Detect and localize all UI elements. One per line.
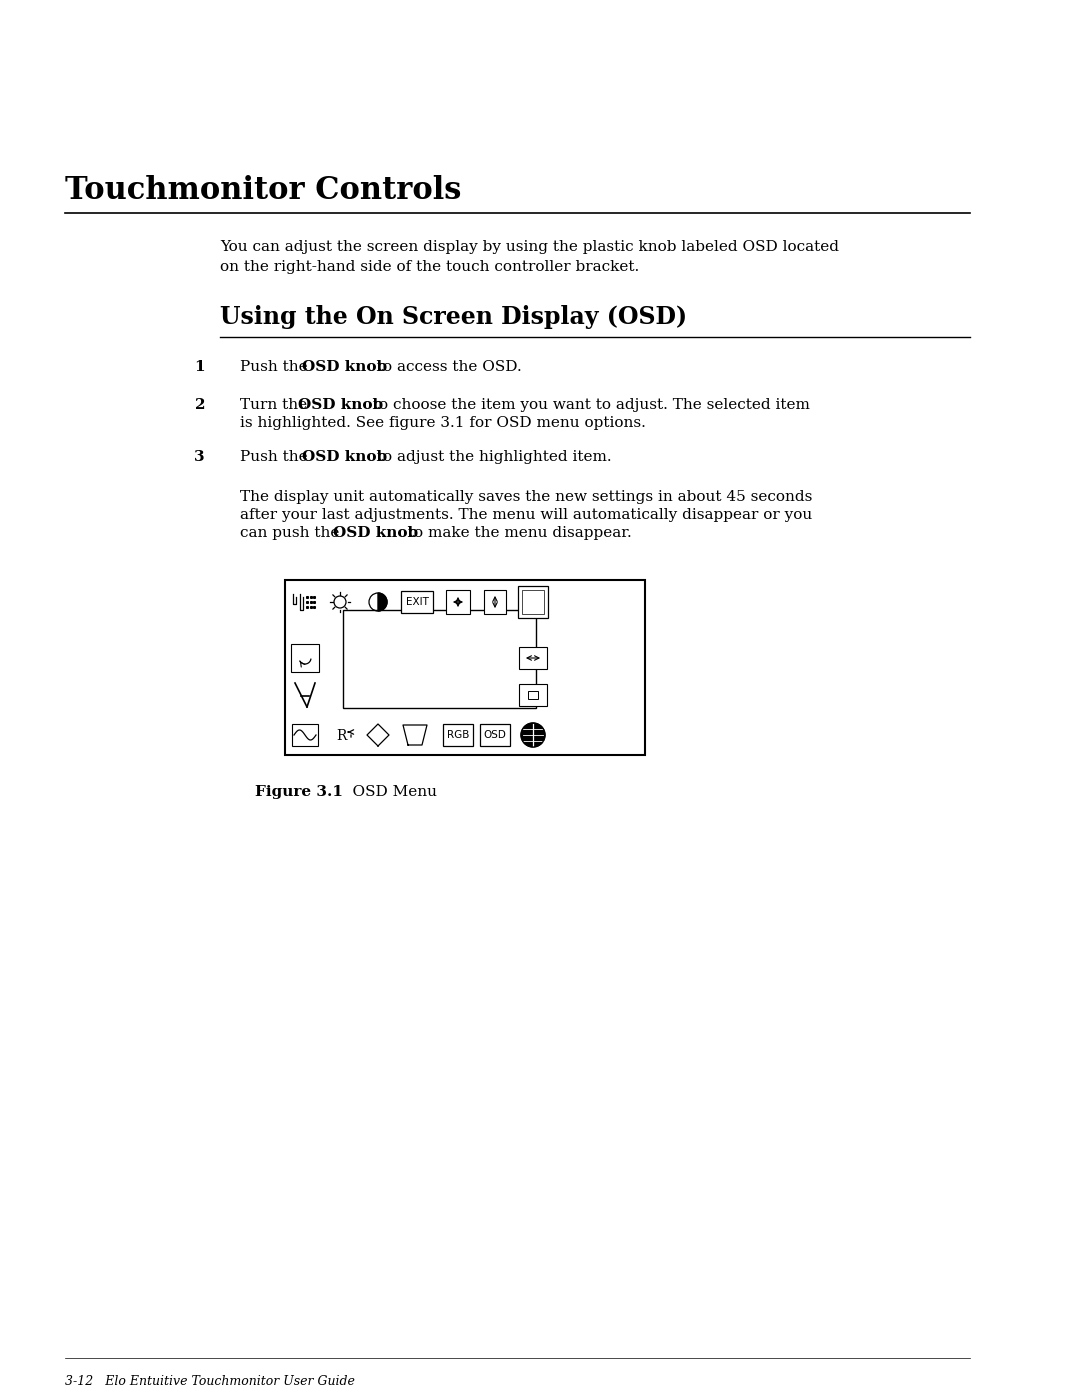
- Bar: [522, 590, 544, 615]
- Polygon shape: [403, 725, 427, 745]
- Text: 3-12   Elo Entuitive Touchmonitor User Guide: 3-12 Elo Entuitive Touchmonitor User Gui…: [65, 1375, 355, 1389]
- Text: to access the OSD.: to access the OSD.: [372, 360, 522, 374]
- Text: OSD knob: OSD knob: [302, 360, 387, 374]
- Text: RGB: RGB: [447, 731, 469, 740]
- Text: OSD knob: OSD knob: [302, 450, 387, 464]
- Text: OSD: OSD: [484, 731, 507, 740]
- Text: to choose the item you want to adjust. The selected item: to choose the item you want to adjust. T…: [368, 398, 810, 412]
- Text: OSD knob: OSD knob: [333, 527, 418, 541]
- Text: R: R: [336, 729, 347, 743]
- Bar: [291, 644, 319, 672]
- Text: Turn the: Turn the: [240, 398, 312, 412]
- Text: Using the On Screen Display (OSD): Using the On Screen Display (OSD): [220, 305, 687, 330]
- Bar: [480, 724, 510, 746]
- Text: 1: 1: [194, 360, 205, 374]
- Bar: [443, 724, 473, 746]
- Bar: [484, 590, 507, 615]
- Text: to adjust the highlighted item.: to adjust the highlighted item.: [372, 450, 611, 464]
- Bar: [519, 685, 546, 705]
- Bar: [518, 585, 548, 617]
- Text: EXIT: EXIT: [406, 597, 429, 608]
- Text: 3: 3: [194, 450, 205, 464]
- Bar: [285, 580, 645, 754]
- Bar: [292, 724, 318, 746]
- Bar: [401, 591, 433, 613]
- Text: 2: 2: [194, 398, 205, 412]
- Bar: [446, 590, 470, 615]
- Bar: [343, 610, 536, 708]
- Text: is highlighted. See figure 3.1 for OSD menu options.: is highlighted. See figure 3.1 for OSD m…: [240, 416, 646, 430]
- Text: OSD knob: OSD knob: [298, 398, 383, 412]
- Circle shape: [521, 724, 545, 747]
- Text: OSD Menu: OSD Menu: [333, 785, 437, 799]
- Text: can push the: can push the: [240, 527, 345, 541]
- Text: Push the: Push the: [240, 450, 312, 464]
- Polygon shape: [378, 592, 387, 610]
- Text: You can adjust the screen display by using the plastic knob labeled OSD located
: You can adjust the screen display by usi…: [220, 240, 839, 274]
- Text: to make the menu disappear.: to make the menu disappear.: [403, 527, 632, 541]
- Bar: [519, 647, 546, 669]
- Text: after your last adjustments. The menu will automatically disappear or you: after your last adjustments. The menu wi…: [240, 509, 812, 522]
- Text: Figure 3.1: Figure 3.1: [255, 785, 343, 799]
- Text: The display unit automatically saves the new settings in about 45 seconds: The display unit automatically saves the…: [240, 490, 812, 504]
- Text: Touchmonitor Controls: Touchmonitor Controls: [65, 175, 461, 205]
- Bar: [528, 692, 538, 698]
- Text: Push the: Push the: [240, 360, 312, 374]
